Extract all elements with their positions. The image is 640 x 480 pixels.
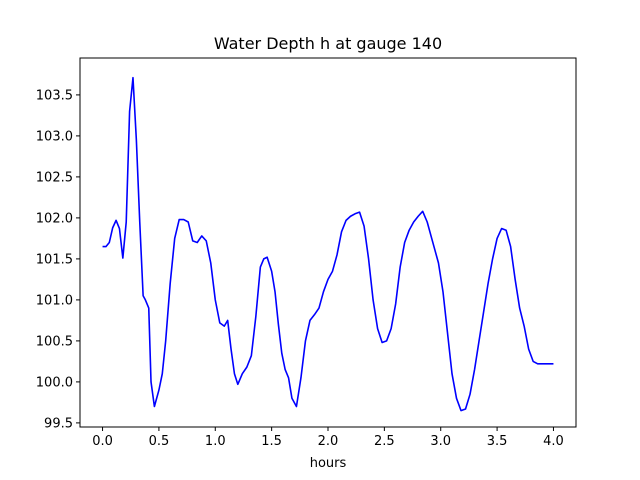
x-tick-label: 2.0 (318, 434, 339, 449)
x-tick-label: 0.0 (92, 434, 113, 449)
x-tick-label: 1.0 (205, 434, 226, 449)
y-tick-label: 101.0 (36, 293, 73, 308)
y-tick-label: 103.0 (36, 129, 73, 144)
y-tick-label: 101.5 (36, 252, 73, 267)
y-tick-label: 103.5 (36, 88, 73, 103)
x-tick-label: 2.5 (374, 434, 395, 449)
series-line-0 (102, 76, 554, 412)
x-tick-label: 4.0 (543, 434, 564, 449)
x-axis: 0.0 0.5 1.0 1.5 2.0 2.5 3.0 3.5 4.0 (92, 427, 564, 449)
y-tick-label: 102.5 (36, 170, 73, 185)
plot-area (102, 76, 554, 412)
x-axis-label: hours (310, 456, 347, 471)
x-tick-label: 3.5 (487, 434, 508, 449)
y-tick-label: 99.5 (44, 416, 73, 431)
chart-title: Water Depth h at gauge 140 (214, 34, 442, 53)
x-tick-label: 1.5 (261, 434, 282, 449)
x-tick-label: 0.5 (149, 434, 170, 449)
y-tick-label: 102.0 (36, 211, 73, 226)
y-axis: 99.5 100.0 100.5 101.0 101.5 102.0 102.5 103.0 1… (36, 88, 80, 431)
y-tick-label: 100.0 (36, 375, 73, 390)
y-tick-label: 100.5 (36, 334, 73, 349)
x-tick-label: 3.0 (430, 434, 451, 449)
